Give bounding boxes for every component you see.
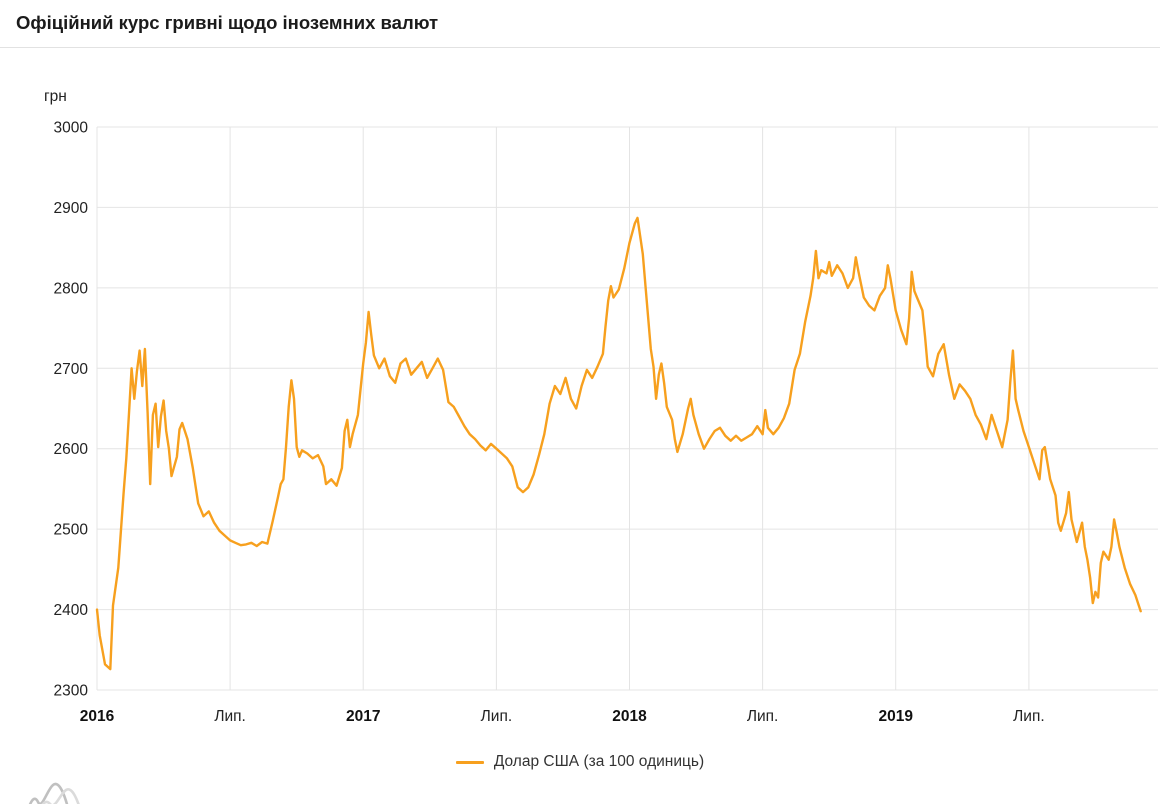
y-axis-unit-label: грн — [44, 88, 67, 105]
y-tick-label: 2900 — [54, 200, 89, 217]
y-tick-label: 2700 — [54, 361, 89, 378]
x-tick-label: Лип. — [747, 708, 779, 725]
x-tick-label: 2016 — [80, 708, 115, 725]
header: Офіційний курс гривні щодо іноземних вал… — [0, 0, 1160, 48]
series-line-usd[interactable] — [95, 216, 1142, 671]
y-tick-label: 2500 — [54, 522, 89, 539]
x-tick-label: 2017 — [346, 708, 380, 725]
x-tick-label: 2018 — [612, 708, 647, 725]
legend-line-marker — [455, 760, 484, 764]
chart-legend[interactable]: Долар США (за 100 одиниць) — [0, 750, 1160, 774]
y-tick-label: 2600 — [54, 441, 89, 458]
chart-area[interactable]: 3000 2900 2800 2700 2600 2500 2400 2300 2016 Лип.… — [0, 48, 1160, 740]
page-title: Офіційний курс гривні щодо іноземних вал… — [16, 12, 439, 33]
y-tick-label: 3000 — [54, 120, 89, 137]
y-tick-label: 2800 — [54, 280, 89, 297]
x-tick-label: Лип. — [481, 708, 513, 725]
y-tick-label: 2300 — [54, 683, 89, 700]
legend-label: Долар США (за 100 одиниць) — [493, 753, 705, 770]
exchange-rate-chart[interactable]: 3000 2900 2800 2700 2600 2500 2400 2300 2016 Лип.… — [0, 48, 1160, 740]
y-tick-label: 2400 — [54, 602, 89, 619]
x-tick-label: Лип. — [1013, 708, 1045, 725]
x-tick-label: Лип. — [214, 708, 246, 725]
x-tick-label: 2019 — [878, 708, 913, 725]
watermark-logo — [28, 782, 80, 804]
